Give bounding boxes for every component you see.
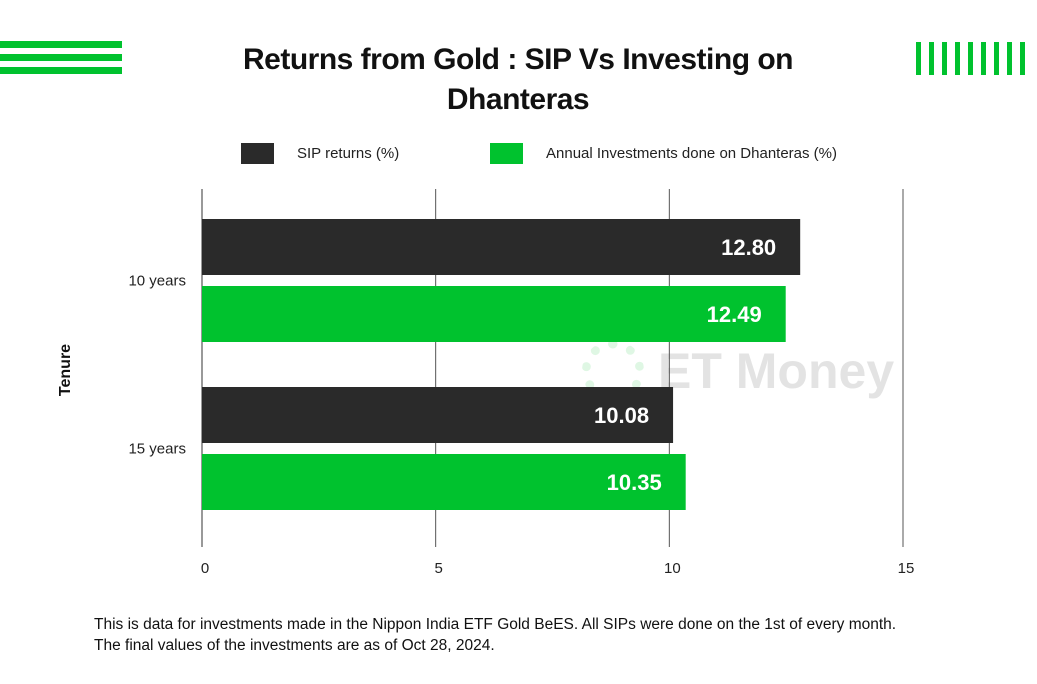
footnote: This is data for investments made in the… — [94, 616, 897, 654]
x-tick-label: 15 — [898, 560, 915, 577]
bar — [202, 387, 674, 443]
bar — [202, 286, 786, 342]
deco-bar — [994, 42, 999, 75]
decorative-stripes-left — [0, 41, 122, 80]
legend-item-dhanteras: Annual Investments done on Dhanteras (%) — [490, 143, 837, 164]
category-label: 15 years — [128, 441, 186, 458]
stripe — [0, 54, 122, 61]
bar-value-label: 10.35 — [607, 470, 662, 495]
category-label: 10 years — [128, 273, 186, 290]
bar — [202, 219, 801, 275]
stripe — [0, 67, 122, 74]
deco-bar — [1007, 42, 1012, 75]
deco-bar — [942, 42, 947, 75]
deco-bar — [968, 42, 973, 75]
deco-bar — [929, 42, 934, 75]
watermark-text: ET Money — [658, 343, 895, 399]
legend-label-sip: SIP returns (%) — [297, 145, 400, 162]
legend-swatch-dhanteras — [490, 143, 523, 164]
x-tick-label: 5 — [434, 560, 442, 577]
legend-label-dhanteras: Annual Investments done on Dhanteras (%) — [546, 145, 837, 162]
legend-item-sip: SIP returns (%) — [241, 143, 399, 164]
bar-value-label: 12.80 — [721, 235, 776, 260]
stripe — [0, 41, 122, 48]
y-axis-label: Tenure — [57, 344, 74, 396]
chart-title: Returns from Gold : SIP Vs Investing on … — [242, 43, 794, 116]
bar-value-label: 12.49 — [707, 302, 762, 327]
deco-bar — [1020, 42, 1025, 75]
deco-bar — [916, 42, 921, 75]
legend-swatch-sip — [241, 143, 274, 164]
decorative-bars-right — [916, 42, 1025, 75]
x-tick-label: 10 — [664, 560, 681, 577]
deco-bar — [955, 42, 960, 75]
bar — [202, 454, 686, 510]
x-tick-label: 0 — [201, 560, 209, 577]
bar-value-label: 10.08 — [594, 403, 649, 428]
chart-legend: SIP returns (%) Annual Investments done … — [0, 143, 1037, 165]
deco-bar — [981, 42, 986, 75]
